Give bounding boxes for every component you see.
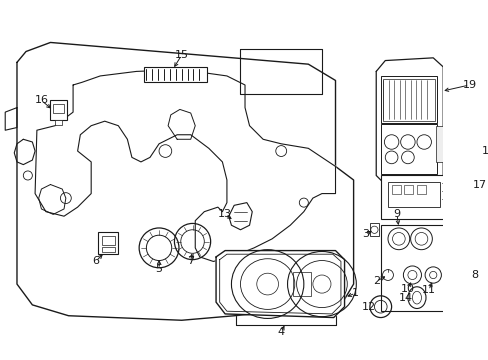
Bar — [143, 67, 206, 82]
Text: 1: 1 — [351, 288, 358, 298]
Polygon shape — [216, 251, 344, 318]
Bar — [98, 233, 118, 254]
Bar — [387, 182, 440, 207]
Bar — [435, 126, 442, 162]
Bar — [416, 185, 425, 194]
Text: 14: 14 — [398, 293, 412, 303]
Bar — [380, 124, 436, 174]
Bar — [292, 272, 310, 296]
Bar — [369, 224, 378, 236]
Text: 18: 18 — [481, 146, 488, 156]
Text: 2: 2 — [372, 276, 379, 286]
Text: 9: 9 — [393, 210, 400, 219]
Bar — [102, 247, 115, 252]
Text: 3: 3 — [361, 229, 368, 239]
Text: 17: 17 — [472, 180, 487, 189]
Polygon shape — [35, 69, 335, 261]
Text: 5: 5 — [155, 264, 162, 274]
Text: 19: 19 — [462, 80, 475, 90]
Bar — [391, 185, 400, 194]
Bar — [55, 120, 62, 125]
Text: 6: 6 — [92, 256, 99, 266]
Bar — [53, 104, 64, 113]
Text: 12: 12 — [361, 302, 375, 312]
Text: 10: 10 — [400, 284, 414, 294]
Bar — [102, 236, 115, 245]
Bar — [380, 175, 475, 219]
Text: 15: 15 — [174, 50, 188, 60]
Bar — [382, 78, 434, 121]
Bar — [380, 225, 484, 311]
Bar — [50, 100, 67, 120]
Text: 7: 7 — [187, 256, 194, 266]
Text: 13: 13 — [218, 210, 232, 219]
Polygon shape — [17, 42, 353, 320]
Text: 11: 11 — [421, 285, 435, 296]
Text: 16: 16 — [34, 95, 48, 105]
Text: 8: 8 — [470, 270, 477, 280]
Polygon shape — [375, 58, 442, 189]
Bar — [404, 185, 412, 194]
Text: 4: 4 — [277, 327, 284, 337]
Bar — [380, 76, 436, 123]
